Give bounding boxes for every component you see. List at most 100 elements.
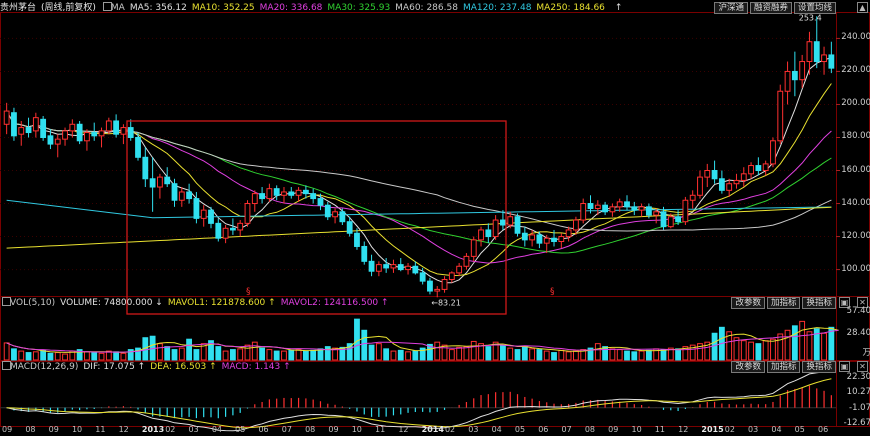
candle[interactable] xyxy=(806,31,813,75)
candle[interactable] xyxy=(602,201,609,216)
candle[interactable] xyxy=(62,127,68,146)
candle[interactable] xyxy=(441,276,448,293)
candle[interactable] xyxy=(580,198,587,224)
candle[interactable] xyxy=(799,54,806,88)
candle[interactable] xyxy=(135,132,141,161)
candle[interactable] xyxy=(178,187,185,207)
candle[interactable] xyxy=(784,61,791,105)
candle[interactable] xyxy=(770,137,776,168)
candle[interactable] xyxy=(368,254,375,277)
candle[interactable] xyxy=(543,234,550,254)
series-toggle-checkbox[interactable] xyxy=(102,2,112,11)
macd-close-icon[interactable]: ✕ xyxy=(857,361,868,372)
macd-restore-icon[interactable]: ▣ xyxy=(839,361,850,372)
candle[interactable] xyxy=(3,102,10,135)
candle[interactable] xyxy=(397,258,404,272)
candle[interactable] xyxy=(266,183,273,202)
selection-box[interactable] xyxy=(126,120,507,315)
candle[interactable] xyxy=(740,167,747,188)
candle[interactable] xyxy=(383,258,390,273)
candle[interactable] xyxy=(718,170,725,194)
candle[interactable] xyxy=(332,208,338,224)
candle[interactable] xyxy=(821,46,827,75)
candle[interactable] xyxy=(573,216,579,235)
candle[interactable] xyxy=(689,190,696,209)
vol-button-1[interactable]: 加指标 xyxy=(766,297,801,309)
candle[interactable] xyxy=(558,233,565,249)
candle[interactable] xyxy=(675,210,681,225)
top-button-2[interactable]: 设置均线 xyxy=(793,2,836,14)
candle[interactable] xyxy=(777,84,784,145)
candle[interactable] xyxy=(813,16,820,69)
candle[interactable] xyxy=(456,262,463,277)
candle[interactable] xyxy=(507,211,514,229)
vol-toggle-checkbox[interactable] xyxy=(2,297,11,306)
candle[interactable] xyxy=(302,185,309,199)
candle[interactable] xyxy=(193,191,200,224)
candle[interactable] xyxy=(186,183,193,204)
candle[interactable] xyxy=(412,261,419,275)
candle[interactable] xyxy=(47,129,54,150)
candle[interactable] xyxy=(711,160,718,184)
candle[interactable] xyxy=(84,129,90,151)
candle[interactable] xyxy=(120,124,127,145)
candle[interactable] xyxy=(594,200,601,216)
candle[interactable] xyxy=(273,185,280,201)
candle[interactable] xyxy=(448,271,455,283)
candle[interactable] xyxy=(660,206,667,230)
top-button-1[interactable]: 融资融券 xyxy=(749,2,792,14)
candle[interactable] xyxy=(310,188,317,204)
candle[interactable] xyxy=(361,241,368,265)
candle[interactable] xyxy=(390,259,397,273)
candle[interactable] xyxy=(354,228,360,250)
candle[interactable] xyxy=(18,120,25,146)
candle[interactable] xyxy=(427,277,433,295)
vol-restore-icon[interactable]: ▣ xyxy=(839,297,850,308)
candle[interactable] xyxy=(127,119,134,141)
candle[interactable] xyxy=(726,178,733,197)
macd-button-1[interactable]: 加指标 xyxy=(766,361,801,373)
candle[interactable] xyxy=(244,200,251,227)
candle[interactable] xyxy=(346,216,353,237)
candle[interactable] xyxy=(587,195,594,214)
candle[interactable] xyxy=(470,236,477,262)
candle[interactable] xyxy=(98,127,105,148)
candle[interactable] xyxy=(171,178,178,207)
candle[interactable] xyxy=(142,147,149,188)
macd-button-2[interactable]: 换指标 xyxy=(802,361,836,373)
macd-toggle-checkbox[interactable] xyxy=(2,361,11,370)
candle[interactable] xyxy=(222,225,229,244)
vol-close-icon[interactable]: ✕ xyxy=(857,297,868,308)
candle[interactable] xyxy=(536,231,543,249)
macd-button-0[interactable]: 改参数 xyxy=(731,361,765,373)
vol-button-0[interactable]: 改参数 xyxy=(731,297,765,309)
candle[interactable] xyxy=(463,253,470,270)
candle[interactable] xyxy=(565,226,572,242)
candle[interactable] xyxy=(91,122,98,141)
candle[interactable] xyxy=(434,286,441,298)
candle[interactable] xyxy=(288,187,295,199)
candle[interactable] xyxy=(324,201,331,221)
vol-button-2[interactable]: 换指标 xyxy=(802,297,836,309)
candle[interactable] xyxy=(164,167,171,188)
candle[interactable] xyxy=(25,117,32,138)
candle[interactable] xyxy=(215,218,222,242)
candle[interactable] xyxy=(551,229,557,247)
candle[interactable] xyxy=(419,267,426,285)
candle[interactable] xyxy=(748,162,754,179)
candle[interactable] xyxy=(40,116,47,141)
candle[interactable] xyxy=(69,119,76,138)
candle[interactable] xyxy=(478,226,484,247)
candle[interactable] xyxy=(251,190,258,212)
candle[interactable] xyxy=(339,208,346,225)
candle[interactable] xyxy=(113,114,120,138)
candle[interactable] xyxy=(521,226,528,247)
candle[interactable] xyxy=(492,215,499,240)
candle[interactable] xyxy=(529,229,536,247)
candle[interactable] xyxy=(828,41,835,74)
candle[interactable] xyxy=(485,223,492,244)
candle[interactable] xyxy=(514,213,521,237)
candle[interactable] xyxy=(762,160,769,176)
candle[interactable] xyxy=(667,213,674,229)
